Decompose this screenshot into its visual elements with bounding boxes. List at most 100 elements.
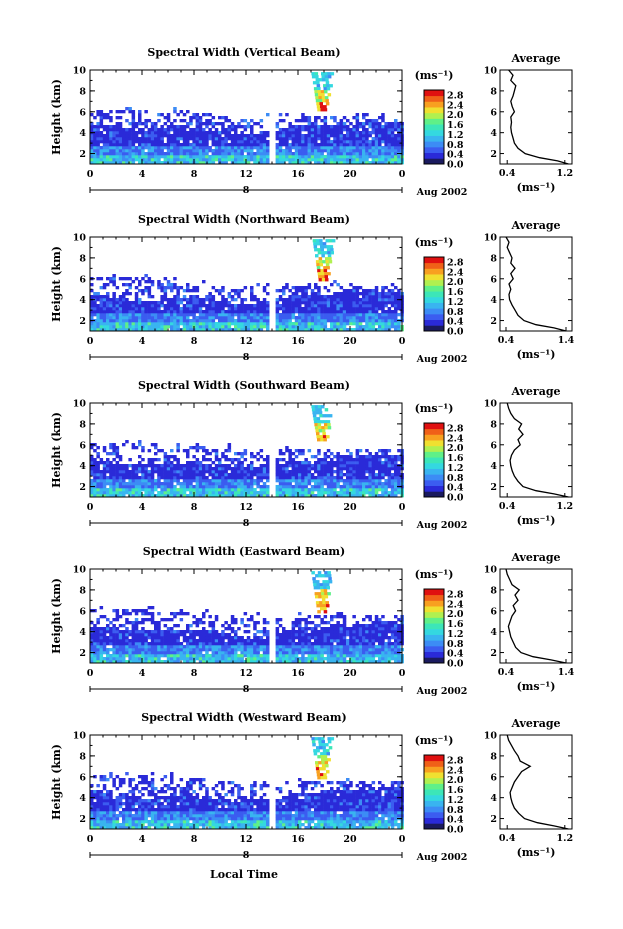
- heatmap-cell: [99, 654, 104, 658]
- heatmap-cell: [371, 461, 376, 465]
- heatmap-cell: [150, 467, 155, 471]
- heatmap-cell: [134, 482, 139, 486]
- colorbar-tick-label: 1.6: [447, 120, 464, 131]
- heatmap-cell: [294, 152, 299, 156]
- heatmap-cell: [294, 140, 299, 144]
- heatmap-cell: [320, 476, 324, 480]
- heatmap-cell: [259, 449, 264, 453]
- heatmap-cell: [134, 286, 139, 290]
- plume-cell: [321, 278, 326, 282]
- plume-cell: [314, 72, 319, 76]
- colorbar-swatch: [424, 274, 444, 281]
- heatmap-cell: [205, 452, 209, 456]
- heatmap-cell: [115, 158, 120, 162]
- heatmap-cell: [262, 310, 267, 314]
- colorbar-swatch: [424, 107, 444, 114]
- heatmap-cell: [390, 467, 395, 471]
- heatmap-cell: [397, 325, 401, 329]
- heatmap-cell: [144, 274, 148, 278]
- heatmap-cell: [381, 470, 385, 474]
- heatmap-cell: [202, 131, 206, 135]
- heatmap-cell: [317, 155, 321, 159]
- heatmap-cell: [150, 319, 155, 323]
- heatmap-cell: [186, 149, 190, 153]
- heatmap-cell: [109, 642, 113, 646]
- heatmap-cell: [224, 313, 228, 317]
- heatmap-cell: [285, 482, 289, 486]
- heatmap-cell: [374, 319, 379, 323]
- heatmap-cell: [394, 473, 398, 477]
- heatmap-cell: [186, 137, 190, 141]
- heatmap-cell: [160, 467, 164, 471]
- heatmap-cell: [208, 491, 212, 495]
- heatmap-cell: [336, 158, 340, 162]
- heatmap-cell: [176, 295, 180, 299]
- heatmap-cell: [160, 137, 164, 141]
- heatmap-cell: [128, 325, 132, 329]
- heatmap-cell: [170, 322, 174, 326]
- heatmap-cell: [163, 648, 168, 652]
- heatmap-cell: [342, 152, 347, 156]
- heatmap-cell: [291, 479, 296, 483]
- heatmap-cell: [106, 113, 110, 117]
- heatmap-cell: [147, 654, 152, 658]
- heatmap-cell: [179, 313, 184, 317]
- heatmap-cell: [394, 161, 398, 165]
- heatmap-cell: [285, 485, 289, 489]
- heatmap-cell: [138, 470, 142, 474]
- heatmap-cell: [150, 443, 155, 447]
- plume-cell: [313, 245, 318, 249]
- heatmap-cell: [144, 307, 148, 311]
- heatmap-cell: [278, 295, 283, 299]
- heatmap-cell: [118, 473, 123, 477]
- heatmap-cell: [256, 473, 260, 477]
- heatmap-cell: [144, 494, 148, 498]
- heatmap-cell: [195, 161, 200, 165]
- heatmap-cell: [275, 149, 280, 153]
- heatmap-cell: [336, 149, 340, 153]
- plume-cell: [316, 242, 320, 246]
- plume-cell: [327, 72, 331, 76]
- heatmap-cell: [256, 470, 260, 474]
- heatmap-cell: [307, 298, 312, 302]
- heatmap-cell: [349, 488, 353, 492]
- heatmap-cell: [333, 295, 337, 299]
- heatmap-cell: [138, 639, 142, 643]
- heatmap-cell: [195, 155, 200, 159]
- heatmap-cell: [211, 304, 216, 308]
- heatmap-cell: [109, 488, 113, 492]
- heatmap-cell: [310, 143, 315, 147]
- heatmap-cell: [134, 470, 139, 474]
- heatmap-cell: [346, 310, 350, 314]
- heatmap-cell: [122, 488, 126, 492]
- heatmap-cell: [256, 452, 260, 456]
- heatmap-cell: [93, 491, 97, 495]
- heatmap-cell: [128, 149, 132, 153]
- heatmap-cell: [221, 491, 225, 495]
- heatmap-cell: [320, 485, 324, 489]
- heatmap-cell: [170, 301, 174, 305]
- heatmap-cell: [317, 307, 321, 311]
- heatmap-cell: [182, 304, 187, 308]
- heatmap-cell: [131, 488, 136, 492]
- heatmap-cell: [355, 325, 360, 329]
- plume-cell: [315, 429, 319, 433]
- heatmap-cell: [214, 476, 219, 480]
- heatmap-cell: [109, 464, 113, 468]
- heatmap-cell: [157, 158, 161, 162]
- heatmap-cell: [362, 146, 366, 150]
- heatmap-cell: [170, 283, 174, 287]
- heatmap-cell: [179, 618, 184, 622]
- heatmap-cell: [291, 140, 296, 144]
- heatmap-cell: [352, 494, 356, 498]
- heatmap-cell: [211, 449, 216, 453]
- heatmap-cell: [208, 137, 212, 141]
- heatmap-cell: [131, 125, 136, 129]
- heatmap-cell: [122, 316, 126, 320]
- heatmap-cell: [128, 307, 132, 311]
- heatmap-cell: [106, 292, 110, 296]
- heatmap-cell: [99, 298, 104, 302]
- heatmap-cell: [211, 491, 216, 495]
- heatmap-cell: [355, 476, 360, 480]
- plume-cell: [329, 84, 333, 88]
